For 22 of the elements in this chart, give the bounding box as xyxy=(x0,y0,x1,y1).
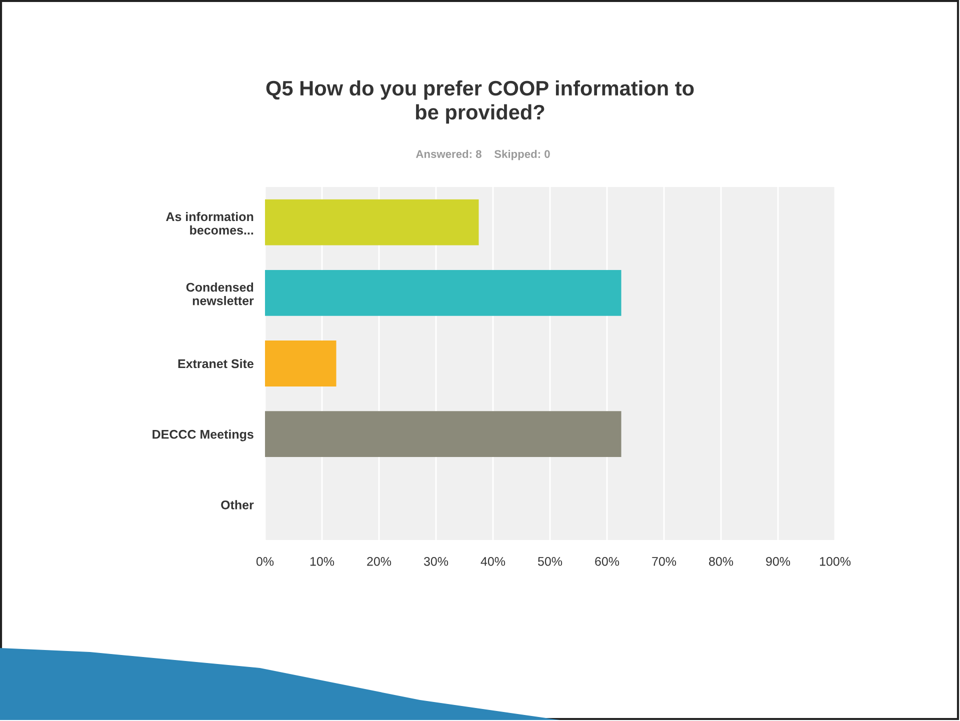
x-tick-label: 70% xyxy=(652,556,676,566)
x-tick-label: 30% xyxy=(424,556,448,566)
y-tick-label: DECCC Meetings xyxy=(152,430,254,442)
x-tick-label: 100% xyxy=(820,556,851,566)
y-tick-label: Condensed newsletter xyxy=(186,282,254,306)
y-tick-label: As information becomes... xyxy=(166,212,254,235)
x-tick-label: 50% xyxy=(538,556,562,566)
y-tick-label: Other xyxy=(221,500,254,510)
x-tick-label: 0% xyxy=(256,556,274,566)
chart-subtitle: Answered: 8 Skipped: 0 xyxy=(416,150,550,160)
bar xyxy=(265,199,479,246)
chart-title: Q5 How do you prefer COOP information to be provided? xyxy=(266,80,694,124)
y-tick-label: Extranet Site xyxy=(178,358,254,368)
x-tick-label: 20% xyxy=(367,556,392,566)
x-tick-label: 60% xyxy=(595,556,620,566)
bar xyxy=(265,340,336,386)
bar xyxy=(265,270,622,316)
x-tick-label: 80% xyxy=(709,556,734,566)
x-tick-label: 10% xyxy=(310,556,334,566)
bar xyxy=(265,411,622,458)
x-tick-label: 40% xyxy=(480,556,506,566)
x-tick-label: 90% xyxy=(766,556,790,566)
